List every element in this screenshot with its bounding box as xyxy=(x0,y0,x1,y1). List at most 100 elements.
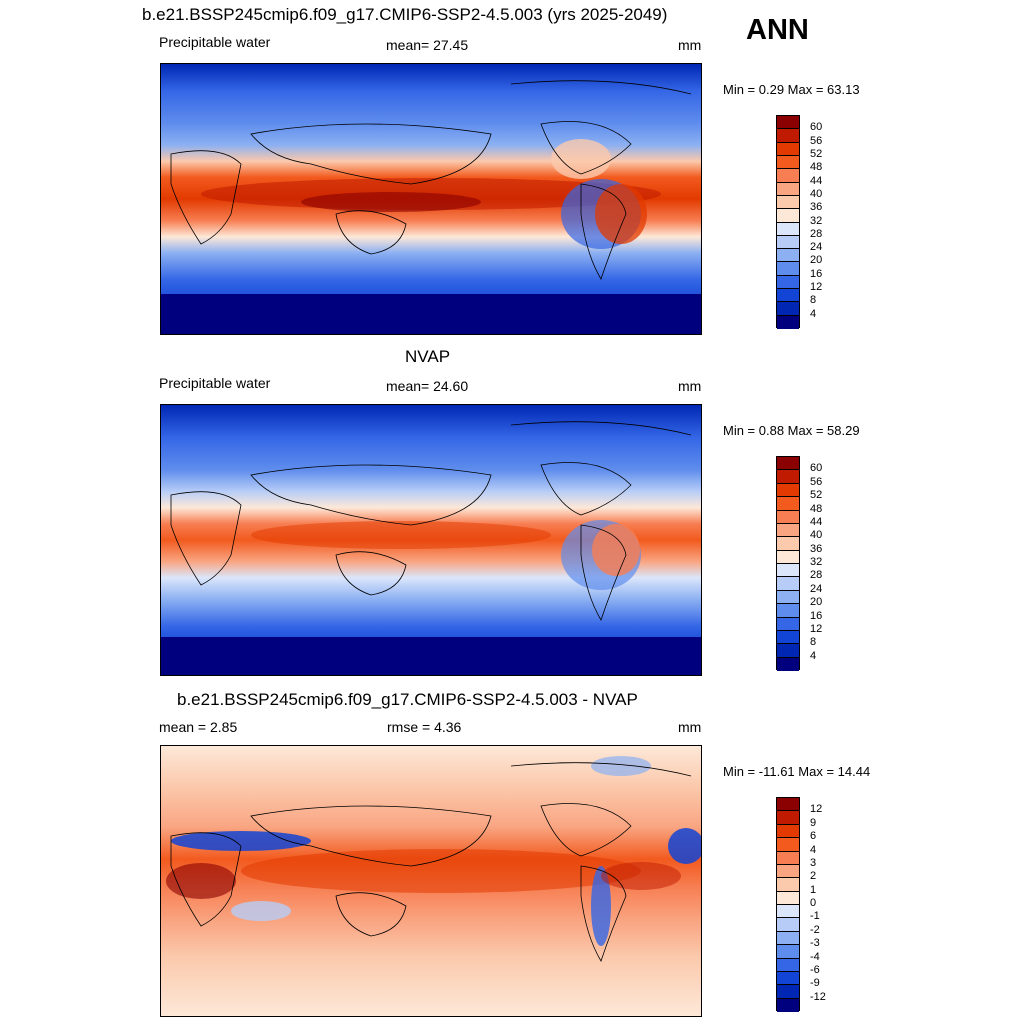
colorbar-tick-label: 12 xyxy=(810,281,823,294)
colorbar-tick-label: 2 xyxy=(810,870,817,883)
colorbar-swatch xyxy=(777,275,799,290)
colorbar-swatch xyxy=(777,222,799,236)
panel-1-minmax: Min = 0.29 Max = 63.13 xyxy=(723,82,860,97)
colorbar-swatch xyxy=(777,630,799,645)
colorbar-tick-label: 16 xyxy=(810,609,823,622)
colorbar-tick-label: 32 xyxy=(810,556,823,568)
colorbar-swatch xyxy=(777,550,799,564)
colorbar-swatch xyxy=(777,262,799,276)
colorbar-tick-label: -3 xyxy=(810,937,820,950)
colorbar-tick-label: 16 xyxy=(810,267,823,280)
colorbar-swatch xyxy=(777,958,799,972)
colorbar-swatch xyxy=(777,249,799,263)
colorbar-swatch xyxy=(777,315,799,329)
colorbar-tick-label: 0 xyxy=(810,897,817,909)
colorbar-swatch xyxy=(777,864,799,879)
panel-3-colorbar xyxy=(776,797,800,1012)
colorbar-swatch xyxy=(777,470,799,484)
panel-1-mean-label: mean= 27.45 xyxy=(386,37,469,53)
colorbar-swatch xyxy=(777,497,799,511)
panel-1-colorbar xyxy=(776,115,800,329)
colorbar-swatch xyxy=(777,918,799,932)
panel-3-units-label: mm xyxy=(678,719,702,735)
panel-2-variable-label: Precipitable water xyxy=(159,375,271,391)
colorbar-tick-label: 12 xyxy=(810,803,823,816)
colorbar-tick-label: 4 xyxy=(810,649,817,662)
panel-2-mean-label: mean= 24.60 xyxy=(386,378,469,394)
colorbar-swatch xyxy=(777,129,799,143)
colorbar-tick-label: 4 xyxy=(810,843,817,856)
colorbar-swatch xyxy=(777,798,799,812)
colorbar-swatch xyxy=(777,838,799,852)
colorbar-swatch xyxy=(777,289,799,303)
colorbar-tick-label: 28 xyxy=(810,227,823,240)
colorbar-tick-label: -12 xyxy=(810,990,826,1003)
colorbar-swatch xyxy=(777,811,799,825)
panel-3-minmax: Min = -11.61 Max = 14.44 xyxy=(723,764,871,779)
season-label: ANN xyxy=(746,14,809,46)
colorbar-tick-label: 4 xyxy=(810,307,817,320)
colorbar-tick-label: 44 xyxy=(810,515,823,528)
colorbar-swatch xyxy=(777,142,799,156)
colorbar-swatch xyxy=(777,510,799,524)
colorbar-swatch xyxy=(777,577,799,591)
colorbar-swatch xyxy=(777,209,799,223)
colorbar-tick-label: 24 xyxy=(810,582,823,595)
colorbar-tick-label: 20 xyxy=(810,254,823,267)
colorbar-swatch xyxy=(777,169,799,183)
colorbar-swatch xyxy=(777,657,799,671)
colorbar-tick-label: 52 xyxy=(810,489,823,502)
colorbar-tick-label: 60 xyxy=(810,462,823,475)
colorbar-tick-label: 36 xyxy=(810,201,823,214)
colorbar-tick-label: 8 xyxy=(810,294,817,307)
colorbar-swatch xyxy=(777,302,799,316)
colorbar-swatch xyxy=(777,483,799,498)
colorbar-swatch xyxy=(777,235,799,250)
model-precipitable-water-map xyxy=(160,63,702,335)
difference-precipitable-water-map xyxy=(160,745,702,1017)
panel-3-title: b.e21.BSSP245cmip6.f09_g17.CMIP6-SSP2-4.… xyxy=(177,690,638,709)
colorbar-swatch xyxy=(777,617,799,631)
colorbar-swatch xyxy=(777,644,799,658)
colorbar-swatch xyxy=(777,878,799,892)
colorbar-swatch xyxy=(777,523,799,538)
colorbar-tick-label: 40 xyxy=(810,529,823,542)
panel-2-colorbar xyxy=(776,456,800,671)
colorbar-tick-label: 60 xyxy=(810,121,823,134)
colorbar-swatch xyxy=(777,851,799,865)
colorbar-swatch xyxy=(777,998,799,1012)
colorbar-tick-label: 1 xyxy=(810,883,817,896)
colorbar-swatch xyxy=(777,182,799,196)
colorbar-tick-label: 32 xyxy=(810,214,823,227)
colorbar-swatch xyxy=(777,590,799,605)
colorbar-tick-label: 40 xyxy=(810,187,823,200)
panel-3-mean-label: mean = 2.85 xyxy=(159,719,238,735)
colorbar-swatch xyxy=(777,604,799,618)
colorbar-tick-label: 24 xyxy=(810,241,823,254)
colorbar-tick-label: 44 xyxy=(810,174,823,187)
colorbar-swatch xyxy=(777,537,799,551)
colorbar-swatch xyxy=(777,971,799,986)
colorbar-swatch xyxy=(777,155,799,170)
panel-2-units-label: mm xyxy=(678,378,702,394)
colorbar-swatch xyxy=(777,824,799,839)
panel-3-rmse-label: rmse = 4.36 xyxy=(387,719,462,735)
colorbar-tick-label: 6 xyxy=(810,830,817,843)
main-title: b.e21.BSSP245cmip6.f09_g17.CMIP6-SSP2-4.… xyxy=(142,5,668,24)
colorbar-swatch xyxy=(777,985,799,999)
colorbar-tick-label: 28 xyxy=(810,569,823,582)
colorbar-tick-label: -2 xyxy=(810,923,820,936)
panel-2-minmax: Min = 0.88 Max = 58.29 xyxy=(723,423,860,438)
colorbar-swatch xyxy=(777,945,799,959)
colorbar-tick-label: 9 xyxy=(810,816,817,829)
colorbar-swatch xyxy=(777,905,799,919)
colorbar-tick-label: 20 xyxy=(810,596,823,609)
colorbar-swatch xyxy=(777,116,799,130)
colorbar-swatch xyxy=(777,457,799,471)
colorbar-tick-label: -4 xyxy=(810,950,820,963)
colorbar-tick-label: -1 xyxy=(810,910,820,923)
colorbar-tick-label: 48 xyxy=(810,502,823,515)
colorbar-tick-label: 3 xyxy=(810,856,817,869)
colorbar-tick-label: 52 xyxy=(810,147,823,160)
colorbar-swatch xyxy=(777,891,799,905)
